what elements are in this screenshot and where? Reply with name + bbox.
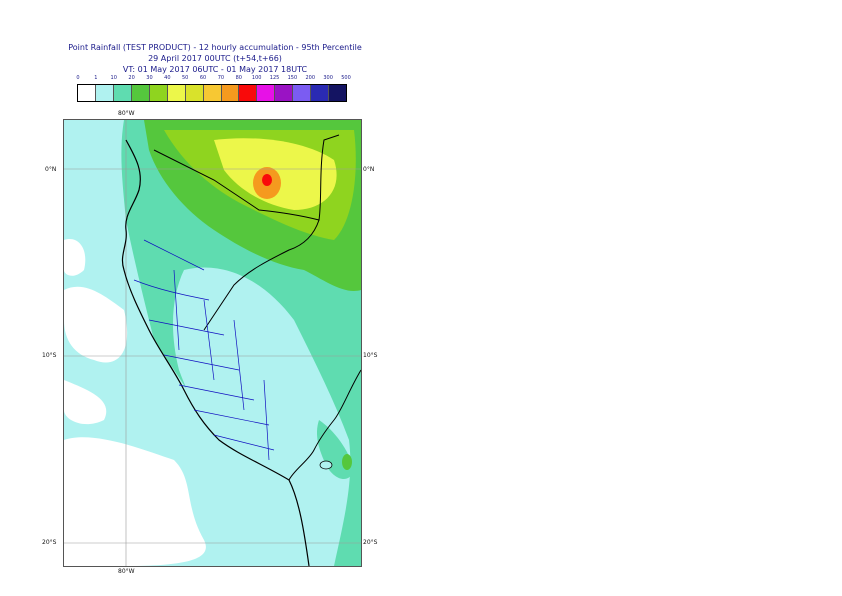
- country-border-north: [153, 134, 340, 221]
- lon-label-top: 80°W: [118, 110, 135, 117]
- rainfall-map: [63, 119, 362, 567]
- map-title-block: Point Rainfall (TEST PRODUCT) - 12 hourl…: [40, 42, 390, 75]
- legend-tick-1: 1: [94, 75, 98, 81]
- legend-swatch-3: [131, 85, 150, 101]
- lat-label-right-20: 20°S: [363, 539, 378, 546]
- title-line-1: Point Rainfall (TEST PRODUCT) - 12 hourl…: [68, 43, 362, 52]
- legend-swatch-4: [149, 85, 168, 101]
- legend-tick-3: 20: [128, 75, 135, 81]
- lat-label-right-0: 0°N: [363, 166, 375, 173]
- legend-swatch-0: [78, 85, 96, 101]
- country-border-east: [203, 219, 320, 331]
- legend-tick-5: 40: [164, 75, 171, 81]
- dry-patch-4: [64, 239, 86, 276]
- legend-tick-4: 30: [146, 75, 153, 81]
- legend-tick-2: 10: [110, 75, 117, 81]
- dry-patch-2: [64, 380, 107, 425]
- lake-titicaca: [319, 460, 333, 470]
- title-line-3: VT: 01 May 2017 06UTC - 01 May 2017 18UT…: [122, 65, 308, 74]
- legend-tick-13: 200: [305, 75, 316, 81]
- legend-swatch-11: [275, 85, 294, 101]
- legend-swatch-2: [113, 85, 132, 101]
- dry-patch-3: [64, 437, 206, 566]
- legend-swatch-10: [257, 85, 276, 101]
- legend-tick-15: 500: [341, 75, 351, 81]
- legend-swatch-5: [167, 85, 186, 101]
- country-border-southeast: [288, 369, 361, 481]
- legend-tick-7: 60: [199, 75, 207, 81]
- legend-swatch-9: [239, 85, 258, 101]
- land-dry-interior: [172, 267, 351, 566]
- legend-tick-14: 300: [323, 75, 333, 81]
- legend-swatch-7: [203, 85, 222, 101]
- title-line-2: 29 April 2017 00UTC (t+54,t+66): [148, 54, 282, 63]
- legend-tick-10: 100: [251, 75, 262, 81]
- color-legend: 0 1 10 20 30 40 50 60 70 80 100 125 150 200 300 500: [76, 75, 357, 102]
- lat-label-left-0: 0°N: [45, 166, 57, 173]
- legend-tick-8: 70: [217, 75, 225, 81]
- dry-patch-1: [64, 286, 128, 363]
- legend-tick-0: 0: [76, 75, 80, 81]
- rain-red-core: [262, 174, 272, 186]
- legend-color-bar: [77, 84, 347, 102]
- legend-tick-12: 150: [287, 75, 298, 81]
- legend-tick-6: 50: [182, 75, 189, 81]
- lat-label-left-10: 10°S: [42, 352, 57, 359]
- legend-swatch-14: [329, 85, 347, 101]
- lon-label-bottom: 80°W: [118, 568, 135, 575]
- coastline-border: [121, 139, 310, 566]
- legend-swatch-1: [95, 85, 114, 101]
- regional-borders: [133, 239, 275, 461]
- legend-swatch-13: [311, 85, 330, 101]
- legend-tick-labels: 0 1 10 20 30 40 50 60 70 80 100 125 150 200 300 500: [76, 75, 357, 84]
- legend-tick-11: 125: [269, 75, 280, 81]
- legend-swatch-6: [185, 85, 204, 101]
- lat-label-left-20: 20°S: [42, 539, 57, 546]
- lat-label-right-10: 10°S: [363, 352, 378, 359]
- rain-southeast-green: [342, 454, 352, 470]
- rainfall-map-svg: [64, 120, 361, 566]
- legend-tick-9: 80: [235, 75, 242, 81]
- legend-swatch-12: [293, 85, 312, 101]
- legend-swatch-8: [221, 85, 240, 101]
